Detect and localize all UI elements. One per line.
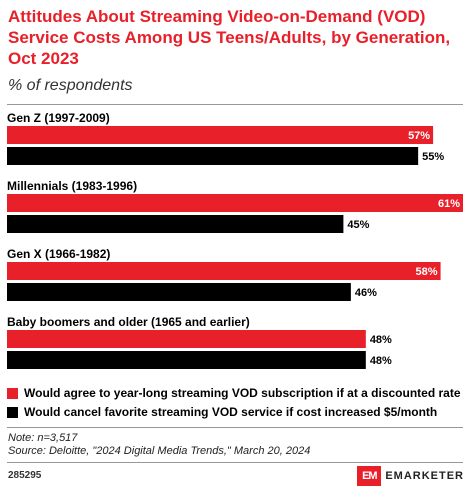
category-label: Millennials (1983-1996): [7, 179, 137, 193]
legend-item-series-2: Would cancel favorite streaming VOD serv…: [7, 403, 437, 421]
note-text: Note: n=3,517: [8, 432, 78, 444]
data-label: 58%: [416, 266, 438, 278]
bar-series-1: [7, 262, 441, 280]
notes-divider: [7, 427, 463, 428]
brand-mark-icon: EM: [357, 466, 382, 486]
data-label: 48%: [370, 334, 392, 346]
bar-series-2: [7, 283, 351, 301]
category-label: Gen Z (1997-2009): [7, 111, 110, 125]
title-divider: [7, 104, 463, 105]
bar-series-2: [7, 351, 366, 369]
brand-name: EMARKETER: [385, 470, 464, 482]
brand-logo: EM EMARKETER: [357, 466, 464, 486]
data-label: 61%: [438, 198, 460, 210]
legend-swatch-black: [7, 406, 18, 418]
chart-title: Attitudes About Streaming Video-on-Deman…: [8, 7, 451, 68]
notes: Note: n=3,517 Source: Deloitte, "2024 Di…: [8, 432, 310, 458]
bar-series-2: [7, 147, 419, 165]
legend-label-series-2: Would cancel favorite streaming VOD serv…: [24, 405, 438, 419]
data-label: 45%: [347, 219, 369, 231]
data-label: 57%: [408, 130, 430, 142]
data-label: 55%: [422, 151, 444, 163]
legend-swatch-red: [7, 387, 18, 399]
bar-series-1: [7, 126, 434, 144]
bar-series-1: [7, 330, 366, 348]
source-text: Source: Deloitte, "2024 Digital Media Tr…: [8, 445, 311, 457]
chart-id: 285295: [8, 470, 42, 481]
legend-label-series-1: Would agree to year-long streaming VOD s…: [24, 386, 461, 400]
category-label: Baby boomers and older (1965 and earlier…: [7, 315, 250, 329]
bar-series-2: [7, 215, 344, 233]
legend-item-series-1: Would agree to year-long streaming VOD s…: [7, 384, 461, 402]
data-label: 46%: [355, 287, 377, 299]
data-label: 48%: [370, 355, 392, 367]
category-label: Gen X (1966-1982): [7, 247, 110, 261]
bar-chart: Gen Z (1997-2009) 57% 55% Millennials (1983…: [7, 111, 463, 369]
chart-subtitle: % of respondents: [8, 77, 133, 94]
bar-series-1: [7, 194, 463, 212]
footer-divider: [7, 462, 463, 463]
